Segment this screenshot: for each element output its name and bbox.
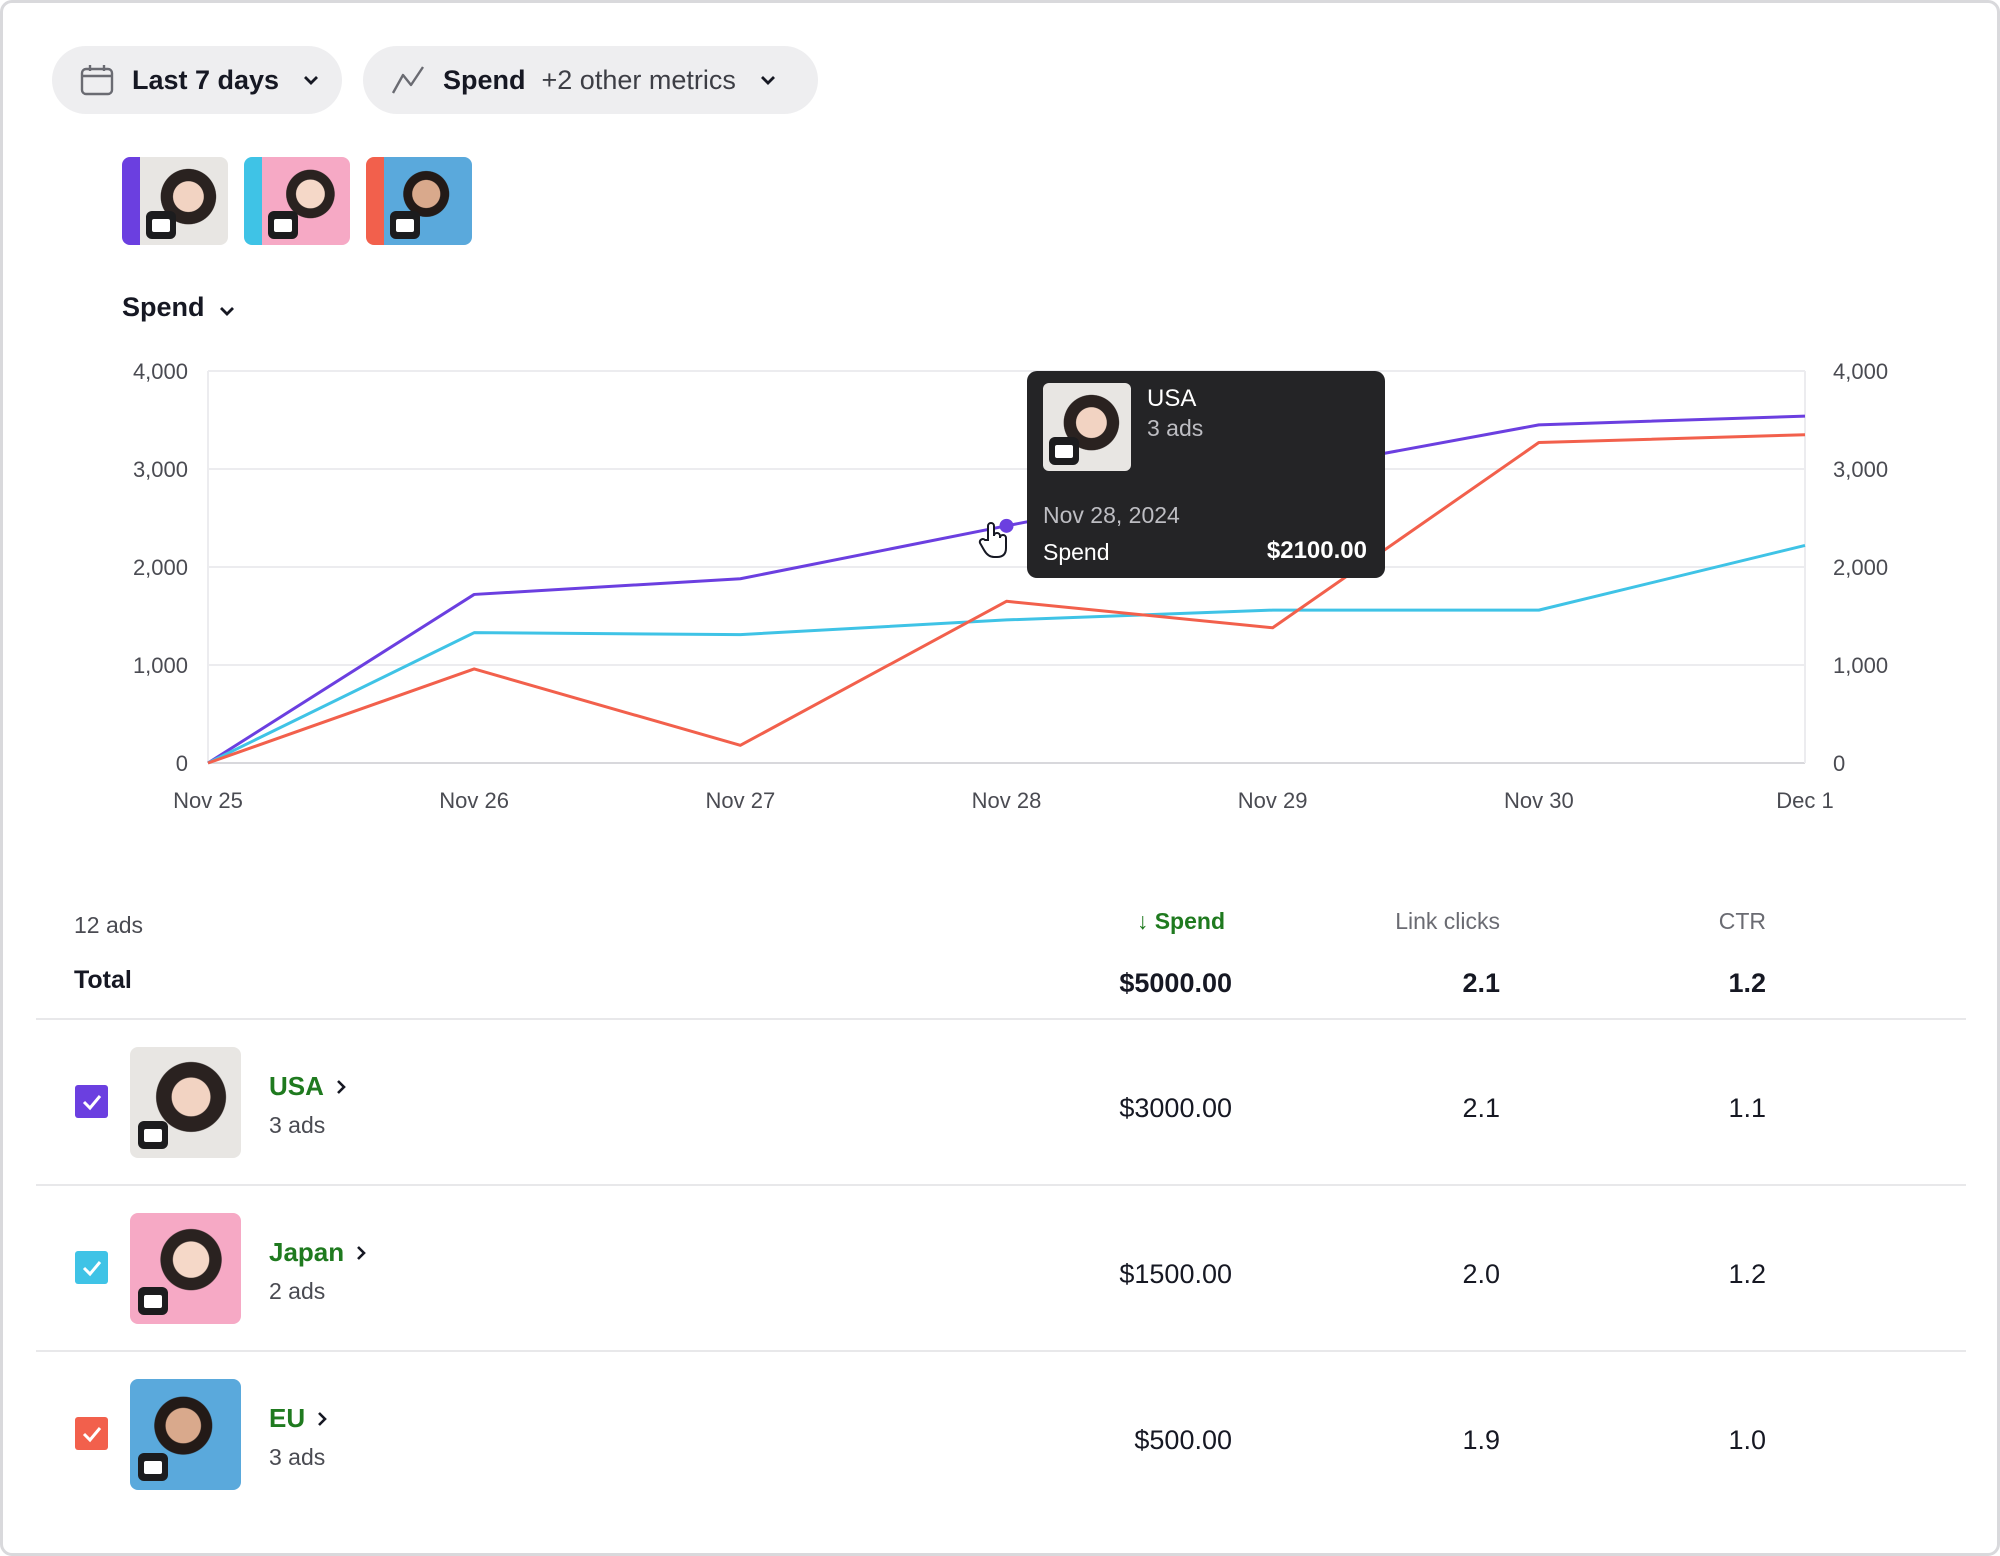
row-spend-japan: $1500.00 (1119, 1259, 1232, 1289)
row-clicks-eu: 1.9 (1462, 1425, 1500, 1455)
x-tick-label: Dec 1 (1776, 788, 1833, 813)
total-ctr: 1.2 (1728, 968, 1766, 998)
chevron-right-icon (356, 1237, 366, 1268)
checkbox-usa[interactable] (75, 1085, 108, 1118)
total-spend: $5000.00 (1119, 968, 1232, 998)
tooltip-ad-image (1043, 383, 1131, 471)
row-link-japan[interactable]: Japan (269, 1237, 366, 1268)
chart-metric-label: Spend (122, 292, 205, 322)
divider (36, 1018, 1966, 1020)
series-line-eu[interactable] (207, 433, 1806, 765)
folder-icon (138, 1121, 168, 1149)
x-tick-label: Nov 26 (439, 788, 509, 813)
folder-icon (138, 1287, 168, 1315)
metric-extra-label: +2 other metrics (541, 64, 736, 95)
y-tick-left: 2,000 (133, 555, 188, 580)
row-ctr-usa: 1.1 (1728, 1093, 1766, 1123)
folder-icon (138, 1453, 168, 1481)
checkbox-eu[interactable] (75, 1417, 108, 1450)
row-link-usa[interactable]: USA (269, 1071, 346, 1102)
date-range-label: Last 7 days (132, 64, 280, 95)
divider (36, 1350, 1966, 1352)
y-tick-right: 3,000 (1833, 457, 1888, 482)
ad-count: 12 ads (74, 912, 144, 938)
series-color-japan (244, 157, 262, 245)
chart-tooltip: USA 3 ads Nov 28, 2024 Spend $2100.00 (1027, 371, 1385, 578)
x-tick-label: Nov 29 (1238, 788, 1308, 813)
x-tick-label: Nov 25 (173, 788, 243, 813)
row-name-usa: USA (269, 1071, 324, 1101)
tooltip-metric: Spend (1043, 539, 1110, 565)
hover-point-marker[interactable] (999, 518, 1014, 533)
y-tick-left: 3,000 (133, 457, 188, 482)
thumbnail-usa[interactable] (122, 157, 228, 245)
x-tick-label: Nov 28 (972, 788, 1042, 813)
row-spend-eu: $500.00 (1134, 1425, 1232, 1455)
folder-icon (390, 211, 420, 239)
row-ad-image-japan (130, 1213, 241, 1324)
y-tick-right: 1,000 (1833, 653, 1888, 678)
y-tick-left: 1,000 (133, 653, 188, 678)
thumbnail-eu[interactable] (366, 157, 472, 245)
column-header-spend[interactable]: ↓ Spend (1136, 908, 1225, 934)
spend-line-chart: 0 0 1,000 1,000 2,000 2,000 3,000 3,000 4,000 4,0… (133, 359, 1888, 813)
chevron-down-icon (756, 68, 780, 92)
metric-primary-label: Spend (443, 64, 526, 95)
row-sub-eu: 3 ads (269, 1444, 326, 1470)
total-label: Total (74, 966, 132, 994)
series-line-japan[interactable] (207, 543, 1806, 765)
hand-cursor-icon (978, 520, 1012, 560)
folder-icon (268, 211, 298, 239)
folder-icon (1049, 437, 1079, 465)
row-sub-japan: 2 ads (269, 1278, 326, 1304)
row-name-japan: Japan (269, 1237, 345, 1267)
row-link-eu[interactable]: EU (269, 1403, 327, 1434)
row-name-eu: EU (269, 1403, 306, 1433)
chevron-right-icon (336, 1071, 346, 1102)
row-spend-usa: $3000.00 (1119, 1093, 1232, 1123)
divider (36, 1184, 1966, 1186)
tooltip-group-name: USA (1147, 385, 1197, 412)
row-sub-usa: 3 ads (269, 1112, 326, 1138)
folder-icon (146, 211, 176, 239)
x-tick-label: Nov 30 (1504, 788, 1574, 813)
tooltip-ad-count: 3 ads (1147, 415, 1204, 441)
row-clicks-japan: 2.0 (1462, 1259, 1500, 1289)
y-tick-left: 4,000 (133, 359, 188, 384)
series-color-eu (366, 157, 384, 245)
checkbox-japan[interactable] (75, 1251, 108, 1284)
row-ad-image-usa (130, 1047, 241, 1158)
y-tick-right: 0 (1833, 751, 1845, 776)
thumbnail-japan[interactable] (244, 157, 350, 245)
row-ctr-eu: 1.0 (1728, 1425, 1766, 1455)
y-tick-right: 4,000 (1833, 359, 1888, 384)
tooltip-value: $2100.00 (1266, 537, 1367, 564)
chevron-down-icon (299, 68, 323, 92)
date-range-dropdown[interactable]: Last 7 days (52, 46, 342, 114)
chart-metric-selector[interactable]: Spend (122, 292, 235, 323)
chevron-right-icon (317, 1403, 327, 1434)
row-ad-image-eu (130, 1379, 241, 1490)
series-color-usa (122, 157, 140, 245)
calendar-icon (77, 60, 117, 100)
chevron-down-icon (219, 292, 235, 323)
row-ctr-japan: 1.2 (1728, 1259, 1766, 1289)
y-tick-left: 0 (176, 751, 188, 776)
total-link-clicks: 2.1 (1462, 968, 1500, 998)
line-chart-icon (388, 60, 428, 100)
column-header-ctr[interactable]: CTR (1718, 908, 1766, 934)
x-tick-label: Nov 27 (705, 788, 775, 813)
row-clicks-usa: 2.1 (1462, 1093, 1500, 1123)
metrics-dropdown[interactable]: Spend +2 other metrics (363, 46, 818, 114)
tooltip-date: Nov 28, 2024 (1043, 502, 1180, 528)
y-tick-right: 2,000 (1833, 555, 1888, 580)
column-header-link-clicks[interactable]: Link clicks (1395, 908, 1500, 934)
